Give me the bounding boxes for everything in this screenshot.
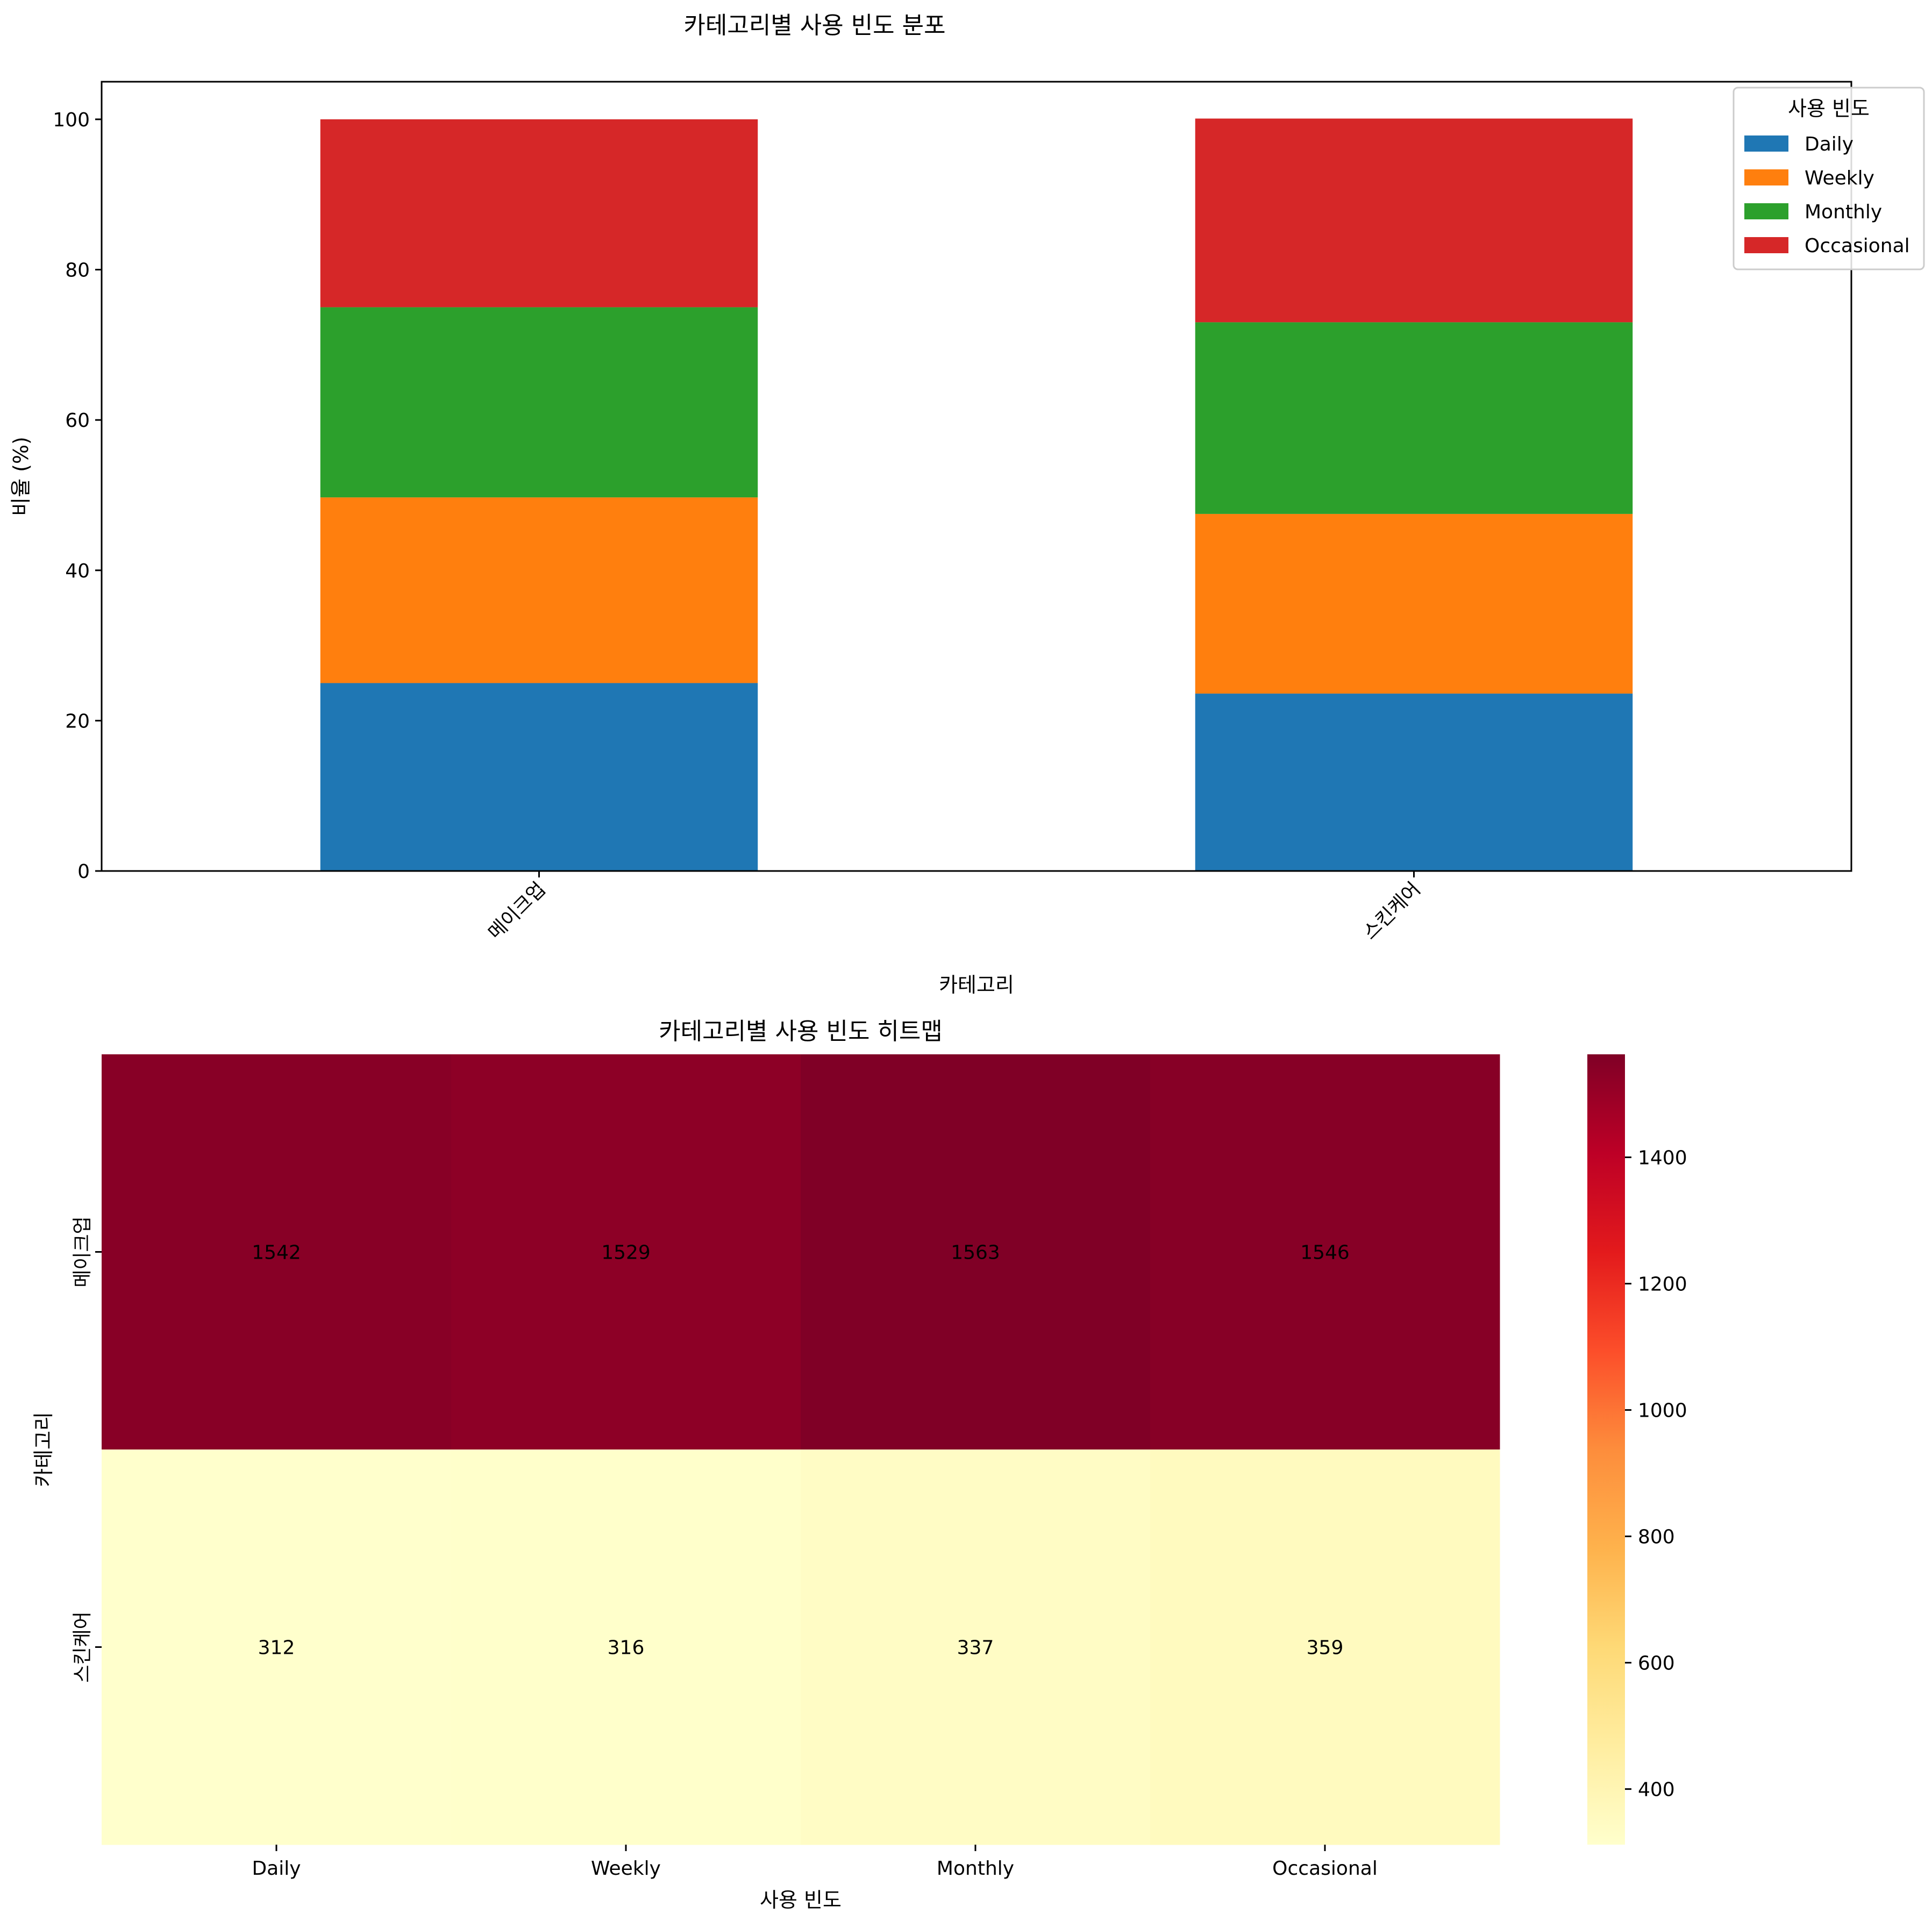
colorbar-tick-label: 1400 xyxy=(1638,1147,1687,1169)
heatmap-y-axis-label: 카테고리 xyxy=(32,1412,55,1487)
heatmap-cell-label: 1546 xyxy=(1300,1242,1350,1264)
colorbar-gradient-bar xyxy=(1587,1054,1625,1845)
legend-swatch xyxy=(1744,203,1788,219)
bar-segment xyxy=(1195,513,1633,694)
colorbar-tick-label: 400 xyxy=(1638,1779,1675,1801)
heatmap-cells: 1542 1529 1563 1546 312 316 337 359 xyxy=(102,1054,1500,1845)
legend-swatch xyxy=(1744,135,1788,152)
heatmap-cell-label: 1563 xyxy=(951,1242,1000,1264)
legend-items: Daily Weekly Monthly Occasional xyxy=(1744,133,1910,257)
heatmap-cell xyxy=(451,1054,801,1450)
heatmap-x-tick-label: Occasional xyxy=(1272,1858,1378,1880)
colorbar: 400 600 800 1000 1200 1400 xyxy=(1587,1054,1687,1845)
legend-label: Occasional xyxy=(1805,235,1910,257)
legend-label: Monthly xyxy=(1805,201,1882,223)
bar-y-ticks: 0 20 40 60 80 100 xyxy=(53,109,102,883)
bar-segment xyxy=(320,307,758,498)
stacked-bar-chart: 0 20 40 60 80 100 메이크업 스킨케어 카테고리 비율 (%) 사용 빈도 … xyxy=(9,81,1925,997)
heatmap-x-tick-label: Weekly xyxy=(591,1858,661,1880)
bar-x-axis-label: 카테고리 xyxy=(939,973,1014,997)
heatmap-title: 카테고리별 사용 빈도 히트맵 xyxy=(659,1018,943,1045)
heatmap-y-tick-label: 메이크업 xyxy=(72,1216,94,1287)
colorbar-tick-label: 1200 xyxy=(1638,1274,1687,1296)
bar-segment xyxy=(1195,694,1633,871)
heatmap-cell-label: 337 xyxy=(957,1637,994,1659)
y-tick-label: 0 xyxy=(77,861,90,883)
heatmap-x-axis-label: 사용 빈도 xyxy=(760,1888,842,1912)
legend-label: Daily xyxy=(1805,133,1853,155)
y-tick-label: 100 xyxy=(53,109,90,131)
heatmap-cell xyxy=(801,1054,1151,1450)
heatmap-chart: 카테고리별 사용 빈도 히트맵 1542 1529 1563 1546 312 316 33… xyxy=(32,1018,1687,1912)
x-tick-label: 메이크업 xyxy=(484,878,550,944)
heatmap-cell-label: 1529 xyxy=(601,1242,651,1264)
heatmap-x-tick-label: Daily xyxy=(252,1858,301,1880)
heatmap-cell xyxy=(1150,1054,1500,1450)
colorbar-tick-label: 1000 xyxy=(1638,1400,1687,1422)
y-tick-label: 80 xyxy=(65,260,90,282)
y-tick-label: 20 xyxy=(65,710,90,732)
y-tick-label: 40 xyxy=(65,560,90,582)
legend-swatch xyxy=(1744,237,1788,253)
bar-segment xyxy=(320,119,758,308)
heatmap-cell-label: 316 xyxy=(608,1637,645,1659)
heatmap-cell xyxy=(1150,1449,1500,1845)
x-tick-label: 스킨케어 xyxy=(1359,878,1425,944)
colorbar-tick-label: 800 xyxy=(1638,1526,1675,1548)
heatmap-cell-label: 1542 xyxy=(252,1242,301,1264)
bar-segment xyxy=(1195,118,1633,323)
heatmap-cell-label: 312 xyxy=(258,1637,295,1659)
figure-title: 카테고리별 사용 빈도 분포 xyxy=(683,12,945,39)
heatmap-y-tick-label: 스킨케어 xyxy=(72,1611,94,1682)
legend: 사용 빈도 Daily Weekly Monthly Occasional xyxy=(1733,87,1925,270)
colorbar-tick-label: 600 xyxy=(1638,1653,1675,1675)
heatmap-cell xyxy=(102,1054,452,1450)
legend-box xyxy=(1733,87,1925,270)
y-tick-label: 60 xyxy=(65,410,90,432)
legend-swatch xyxy=(1744,169,1788,185)
heatmap-cell xyxy=(801,1449,1151,1845)
bar-x-ticks: 메이크업 스킨케어 xyxy=(484,871,1425,944)
bar-segment xyxy=(1195,322,1633,514)
bar-segment xyxy=(320,497,758,683)
bar-y-axis-label: 비율 (%) xyxy=(9,437,33,516)
bar-segment xyxy=(320,683,758,871)
bar-plot-frame xyxy=(101,81,1852,872)
heatmap-x-tick-label: Monthly xyxy=(937,1858,1014,1880)
bar-marks xyxy=(320,118,1633,871)
heatmap-cell-label: 359 xyxy=(1307,1637,1344,1659)
legend-label: Weekly xyxy=(1805,167,1874,189)
legend-title: 사용 빈도 xyxy=(1788,97,1870,120)
heatmap-cell xyxy=(451,1449,801,1845)
heatmap-cell xyxy=(102,1449,452,1845)
